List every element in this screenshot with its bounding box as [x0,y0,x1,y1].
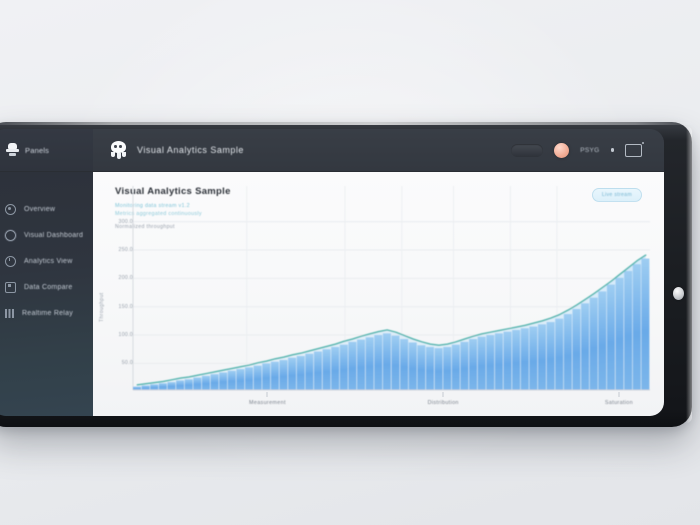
sidebar-item-label: Analytics View [24,257,73,265]
window-frame-icon[interactable] [625,141,644,157]
x-axis-ticks: Measurement Distribution Saturation [93,392,664,410]
x-axis-tick-mark [618,392,620,397]
sidebar-item-label: Realtime Relay [22,309,73,317]
status-badge[interactable]: Live stream [591,188,642,202]
y-axis-tick-label: 300.0 [118,218,133,225]
chart-subtitle-line1: Monitoring data stream v1.2 [115,203,190,209]
sidebar-item-label: Data Compare [24,283,73,291]
circle-dot-icon [5,203,16,215]
chart-plot-area: Throughput 300.0 250.0 200.0 150.0 100.0 50.0… [93,172,664,416]
sidebar-item-data-compare[interactable]: Data Compare [0,274,93,300]
y-axis-tick-label: 100.0 [118,332,133,339]
y-axis-tick-label: 150.0 [118,303,133,310]
chart-canvas [132,186,650,391]
screen-body: Overview Visual Dashboard Analytics View… [0,172,664,416]
brand-logo-icon [6,143,19,157]
gear-icon [5,281,16,293]
robot-head-icon [109,141,128,159]
x-axis-tick-label: Saturation [604,400,634,406]
y-axis-ticks: 300.0 250.0 200.0 150.0 100.0 50.0 [107,172,133,416]
page-title: Visual Analytics Sample [137,145,244,155]
chart-caption: Normalized throughput [115,223,175,230]
bezel-top-highlight [0,122,692,125]
avatar[interactable] [554,142,570,158]
top-bar-main: Visual Analytics Sample [93,141,511,159]
gauge-icon [5,229,16,241]
sidebar-item-label: Visual Dashboard [24,231,84,239]
clock-icon [5,255,16,267]
bars-icon [5,308,14,318]
content-panel: Visual Analytics Sample Monitoring data … [93,172,664,416]
tablet-device-frame: Panels Visual Analytics Sample PSYG [0,122,692,427]
sidebar-item-overview[interactable]: Overview [0,196,93,222]
x-axis-tick-mark [442,392,444,397]
chart-subtitle-line2: Metrics aggregated continuously [115,210,202,217]
top-bar-controls: PSYG [511,141,664,158]
sidebar-item-realtime-relay[interactable]: Realtime Relay [0,300,93,326]
sidebar-item-label: Overview [24,205,56,213]
top-bar: Panels Visual Analytics Sample PSYG [0,129,664,172]
search-pill-button[interactable] [511,143,544,157]
sidebar-item-analytics-view[interactable]: Analytics View [0,248,93,274]
tablet-screen: Panels Visual Analytics Sample PSYG [0,129,664,416]
y-axis-title: Throughput [99,292,105,322]
bezel-right-edge [686,126,692,423]
chart-header: Visual Analytics Sample Monitoring data … [115,186,644,230]
sidebar: Overview Visual Dashboard Analytics View… [0,172,93,416]
status-badge-label: Live stream [601,192,632,198]
chart-title: Visual Analytics Sample [115,186,231,197]
y-axis-tick-label: 200.0 [118,275,133,282]
x-axis-tick-mark [266,392,268,397]
x-axis-tick-label: Distribution [427,400,459,406]
bezel-button-icon[interactable] [673,287,684,300]
brand-label: Panels [25,145,50,155]
brand-zone[interactable]: Panels [0,129,93,171]
status-dot-icon [610,148,614,152]
sidebar-item-visual-dashboard[interactable]: Visual Dashboard [0,222,93,248]
y-axis-tick-label: 250.0 [118,247,133,254]
x-axis-tick-label: Measurement [249,400,286,406]
y-axis-tick-label: 50.0 [121,360,133,367]
top-bar-meta-label: PSYG [580,146,600,154]
